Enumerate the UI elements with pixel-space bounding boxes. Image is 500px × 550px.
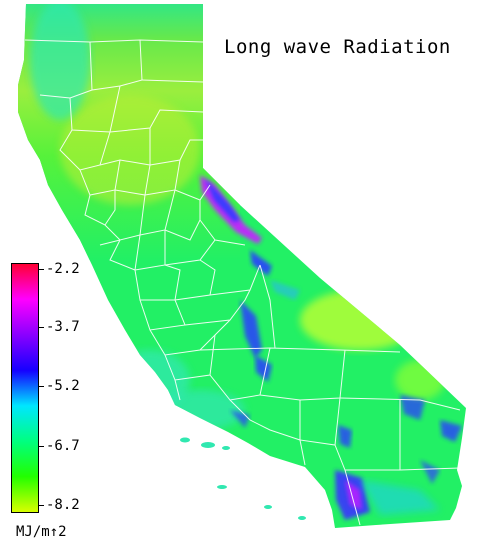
- legend-tick: [38, 327, 44, 328]
- legend-tick: [38, 386, 44, 387]
- map-title: Long wave Radiation: [224, 36, 451, 58]
- legend-tick: [38, 505, 44, 506]
- color-scale-bar: [11, 263, 39, 513]
- legend-units: MJ/m↑2: [16, 524, 67, 540]
- legend-tick-label: -3.7: [46, 319, 80, 335]
- legend-tick-label: -5.2: [46, 378, 80, 394]
- legend-tick-label: -6.7: [46, 438, 80, 454]
- county-lines: [24, 39, 461, 526]
- legend-tick: [38, 446, 44, 447]
- legend-tick: [38, 269, 44, 270]
- channel-islands: [180, 437, 306, 520]
- legend-tick-label: -2.2: [46, 261, 80, 277]
- radiation-field: [18, 4, 462, 520]
- legend-tick-label: -8.2: [46, 497, 80, 513]
